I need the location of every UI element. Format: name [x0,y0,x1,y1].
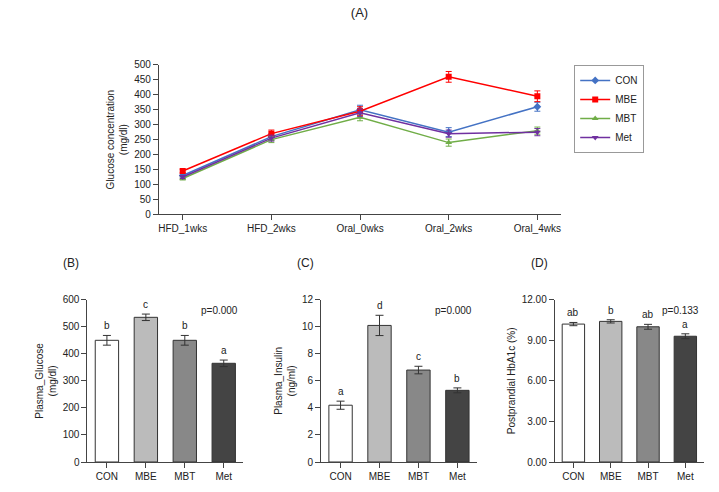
svg-text:ab: ab [567,307,579,318]
svg-text:b: b [104,320,110,331]
svg-text:HFD_1wks: HFD_1wks [158,223,207,234]
svg-text:CON: CON [615,75,637,86]
svg-text:100: 100 [134,179,151,190]
svg-text:250: 250 [134,134,151,145]
svg-text:6: 6 [308,375,314,386]
svg-text:a: a [221,345,227,356]
svg-text:0: 0 [145,209,151,220]
svg-text:200: 200 [134,149,151,160]
svg-text:a: a [338,386,344,397]
svg-text:(C): (C) [297,256,314,270]
svg-text:300: 300 [63,375,80,386]
svg-text:MBT: MBT [408,471,429,482]
svg-text:Met: Met [449,471,466,482]
svg-text:(B): (B) [63,256,79,270]
svg-text:(A): (A) [351,5,368,20]
svg-text:100: 100 [63,429,80,440]
svg-text:Met: Met [215,471,232,482]
svg-text:500: 500 [134,59,151,70]
svg-text:(D): (D) [531,256,548,270]
svg-text:150: 150 [134,164,151,175]
svg-text:200: 200 [63,402,80,413]
svg-text:ab: ab [642,309,654,320]
svg-text:8: 8 [308,348,314,359]
svg-text:MBT: MBT [637,471,658,482]
svg-text:Postprandial HbA1c (%): Postprandial HbA1c (%) [506,328,517,435]
svg-text:CON: CON [329,471,351,482]
svg-text:9.00: 9.00 [527,335,547,346]
svg-text:600: 600 [63,294,80,305]
svg-text:350: 350 [134,104,151,115]
svg-text:b: b [454,373,460,384]
svg-text:0.00: 0.00 [527,457,547,468]
svg-text:3.00: 3.00 [527,416,547,427]
svg-text:HFD_2wks: HFD_2wks [247,223,296,234]
svg-text:4: 4 [308,402,314,413]
svg-text:MBT: MBT [615,113,636,124]
svg-text:d: d [377,300,383,311]
svg-text:Plasma_Glucose(mg/dl): Plasma_Glucose(mg/dl) [34,343,58,419]
svg-text:Oral_2wks: Oral_2wks [425,223,472,234]
svg-text:0: 0 [308,457,314,468]
svg-text:Met: Met [615,132,632,143]
svg-text:MBE: MBE [615,94,637,105]
svg-text:p=0.133: p=0.133 [662,305,699,316]
svg-text:CON: CON [562,471,584,482]
svg-text:p=0.000: p=0.000 [435,305,472,316]
svg-text:p=0.000: p=0.000 [201,305,238,316]
svg-text:450: 450 [134,74,151,85]
svg-text:Oral_4wks: Oral_4wks [514,223,561,234]
svg-text:500: 500 [63,321,80,332]
svg-text:MBT: MBT [174,471,195,482]
svg-text:MBE: MBE [135,471,157,482]
svg-text:CON: CON [96,471,118,482]
svg-text:400: 400 [134,89,151,100]
svg-text:a: a [682,319,688,330]
svg-text:2: 2 [308,429,314,440]
svg-text:b: b [608,305,614,316]
svg-text:c: c [143,299,148,310]
svg-text:10: 10 [302,321,314,332]
svg-text:6.00: 6.00 [527,375,547,386]
svg-text:50: 50 [140,194,152,205]
svg-text:Met: Met [677,471,694,482]
svg-text:400: 400 [63,348,80,359]
svg-text:Plasma_Insulin(ng/ml): Plasma_Insulin(ng/ml) [273,347,297,415]
svg-text:12: 12 [302,294,314,305]
svg-text:0: 0 [74,457,80,468]
svg-text:300: 300 [134,119,151,130]
svg-text:MBE: MBE [369,471,391,482]
svg-text:MBE: MBE [600,471,622,482]
svg-text:b: b [182,320,188,331]
svg-text:12.00: 12.00 [522,294,547,305]
svg-text:Oral_0wks: Oral_0wks [336,223,383,234]
svg-text:Glucose concentration(mg/dl): Glucose concentration(mg/dl) [105,90,129,190]
svg-text:c: c [416,351,421,362]
